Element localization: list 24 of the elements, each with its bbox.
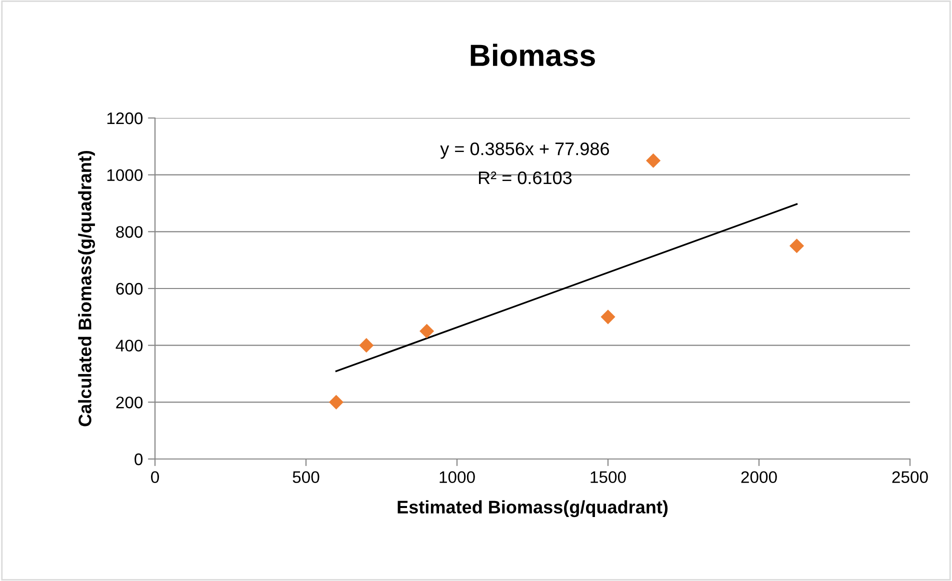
chart-title: Biomass bbox=[470, 44, 595, 66]
annotation: y = 0.3856x + 77.986 bbox=[440, 142, 609, 159]
point bbox=[646, 153, 661, 168]
point bbox=[420, 324, 434, 338]
y-axis-title: Calculated Biomass(g/quadrant) bbox=[78, 150, 96, 426]
x-tick-label: 500 bbox=[292, 471, 320, 484]
y-tick-label: 200 bbox=[116, 396, 143, 408]
annotation: R² = 0.6103 bbox=[479, 171, 572, 184]
x-tick-label: 0 bbox=[151, 471, 159, 484]
point bbox=[789, 238, 804, 254]
y-tick-label: 1000 bbox=[107, 169, 143, 182]
y-tick-label: 400 bbox=[116, 340, 143, 352]
y-tick-label: 800 bbox=[116, 226, 143, 238]
y-tick-label: 600 bbox=[116, 282, 143, 295]
point bbox=[328, 394, 344, 410]
y-tick-label: 0 bbox=[134, 453, 143, 466]
y-tick-label: 1200 bbox=[107, 112, 143, 124]
point bbox=[359, 338, 374, 353]
x-axis-title: Estimated Biomass(g/quadrant) bbox=[398, 500, 668, 518]
x-tick-label: 2500 bbox=[892, 471, 928, 484]
x-tick-label: 2000 bbox=[741, 471, 777, 484]
point bbox=[600, 310, 616, 324]
x-tick-label: 1500 bbox=[590, 471, 626, 484]
x-tick-label: 1000 bbox=[440, 471, 475, 484]
